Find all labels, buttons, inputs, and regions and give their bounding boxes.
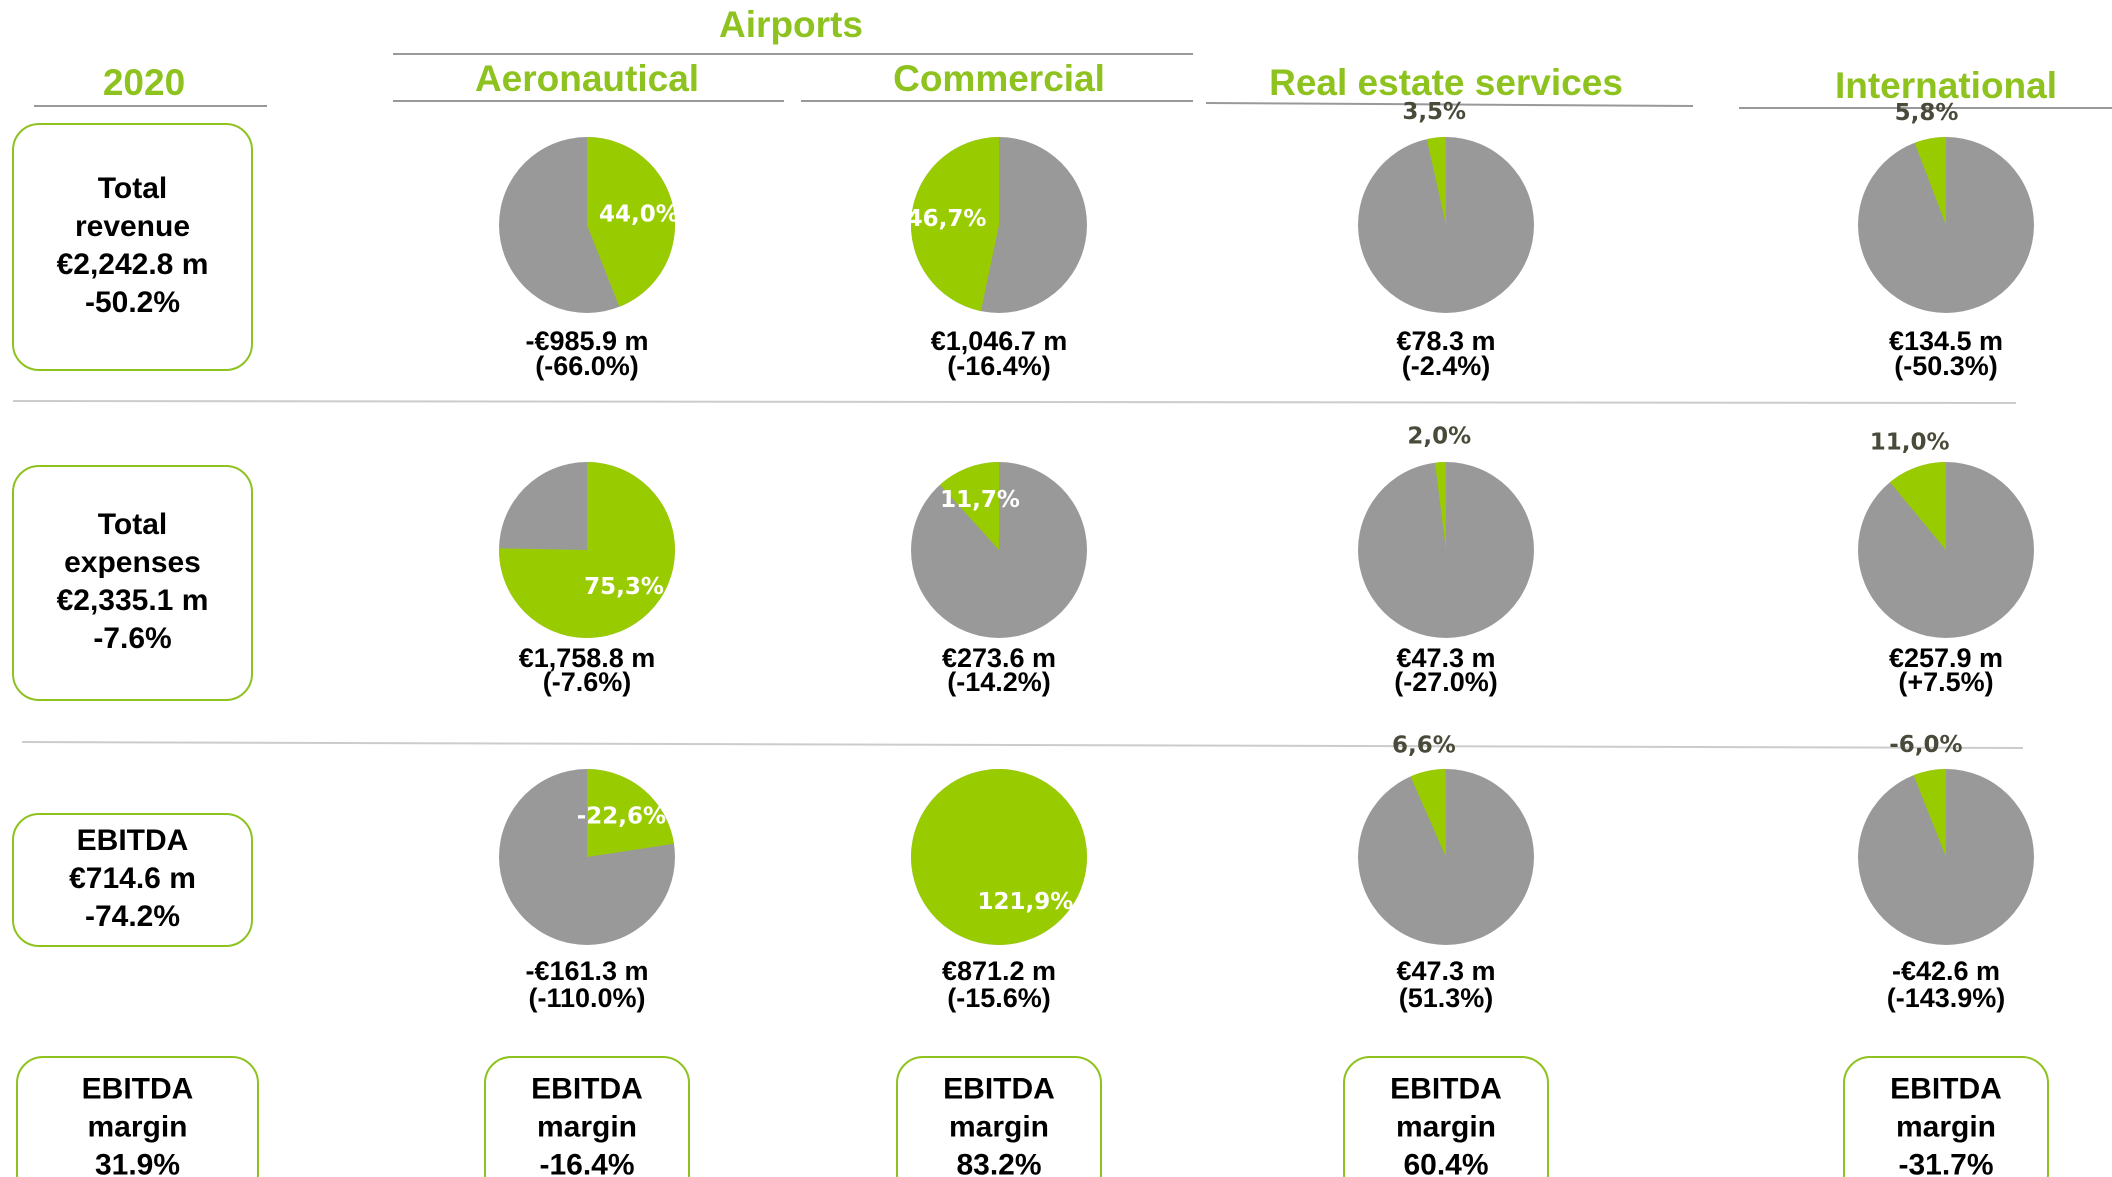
change: (-15.6%) bbox=[947, 983, 1051, 1013]
change: (-16.4%) bbox=[947, 351, 1051, 381]
box-text: margin bbox=[1896, 1110, 1996, 1143]
box-text: margin bbox=[537, 1110, 637, 1143]
box-text: expenses bbox=[64, 546, 201, 579]
pie-label: 2,0% bbox=[1407, 423, 1471, 449]
pie-slice bbox=[1914, 137, 1946, 225]
amount: -€161.3 m bbox=[525, 956, 648, 986]
year: 2020 bbox=[103, 62, 185, 103]
amount: -€42.6 m bbox=[1892, 956, 2000, 986]
column-title: Aeronautical bbox=[475, 58, 699, 99]
column-title: Commercial bbox=[893, 58, 1105, 99]
box-text: 31.9% bbox=[95, 1148, 180, 1177]
box-text: €714.6 m bbox=[69, 862, 196, 895]
box-text: EBITDA bbox=[1390, 1072, 1502, 1105]
box-text: -50.2% bbox=[85, 286, 180, 319]
box-text: Total bbox=[98, 508, 167, 541]
change: (-143.9%) bbox=[1887, 983, 2006, 1013]
change: (-50.3%) bbox=[1894, 351, 1998, 381]
box-text: -31.7% bbox=[1898, 1148, 1993, 1177]
pie-label: 44,0% bbox=[599, 202, 679, 228]
group-title: Airports bbox=[719, 4, 863, 45]
row-box bbox=[12, 123, 253, 371]
amount: -€985.9 m bbox=[525, 326, 648, 356]
pie-slice bbox=[1434, 462, 1446, 550]
pie-slice bbox=[587, 137, 676, 307]
change: (-66.0%) bbox=[535, 351, 639, 381]
box-text: EBITDA bbox=[531, 1072, 643, 1105]
box-text: €2,242.8 m bbox=[57, 248, 209, 281]
margin-box bbox=[484, 1056, 690, 1177]
box-text: 60.4% bbox=[1403, 1148, 1488, 1177]
box-text: 83.2% bbox=[956, 1148, 1041, 1177]
pie-label: 46,7% bbox=[907, 206, 987, 232]
box-text: -74.2% bbox=[85, 900, 180, 933]
change: (-14.2%) bbox=[947, 667, 1051, 697]
box-text: EBITDA bbox=[1890, 1072, 2002, 1105]
box-text: Total bbox=[98, 172, 167, 205]
column-title: International bbox=[1835, 65, 2057, 106]
box-text: -7.6% bbox=[93, 622, 171, 655]
box-text: EBITDA bbox=[77, 824, 189, 857]
row-box bbox=[12, 813, 253, 947]
change: (-7.6%) bbox=[543, 667, 632, 697]
change: (-110.0%) bbox=[528, 983, 645, 1013]
change: (-2.4%) bbox=[1402, 351, 1491, 381]
rules bbox=[12, 53, 2112, 749]
pie-label: 5,8% bbox=[1895, 100, 1959, 126]
pie-slice bbox=[587, 769, 675, 857]
amount: €1,758.8 m bbox=[519, 643, 656, 673]
box-text: margin bbox=[87, 1110, 187, 1143]
pie-label: -6,0% bbox=[1889, 732, 1962, 758]
box-text: -16.4% bbox=[539, 1148, 634, 1177]
box-text: EBITDA bbox=[82, 1072, 194, 1105]
amount: €47.3 m bbox=[1396, 956, 1495, 986]
change: (+7.5%) bbox=[1898, 667, 1993, 697]
amount: €871.2 m bbox=[942, 956, 1056, 986]
amount: €257.9 m bbox=[1889, 643, 2003, 673]
pie-slice bbox=[1410, 769, 1446, 857]
pie-slice bbox=[1913, 769, 1946, 857]
margin-box bbox=[1343, 1056, 1549, 1177]
amount: €78.3 m bbox=[1396, 326, 1495, 356]
box-text: margin bbox=[1396, 1110, 1496, 1143]
margin-box bbox=[16, 1056, 259, 1177]
box-text: EBITDA bbox=[943, 1072, 1055, 1105]
amount: €134.5 m bbox=[1889, 326, 2003, 356]
change: (51.3%) bbox=[1399, 983, 1494, 1013]
pie-slice bbox=[911, 137, 999, 312]
amount: €1,046.7 m bbox=[931, 326, 1068, 356]
pie-label: 11,7% bbox=[940, 487, 1020, 513]
pie-slice bbox=[911, 769, 1087, 945]
change: (-27.0%) bbox=[1394, 667, 1498, 697]
box-text: €2,335.1 m bbox=[57, 584, 209, 617]
pie-slice bbox=[939, 462, 999, 550]
amount: €273.6 m bbox=[942, 643, 1056, 673]
amount: €47.3 m bbox=[1396, 643, 1495, 673]
pie-label: 3,5% bbox=[1402, 99, 1466, 125]
box-text: margin bbox=[949, 1110, 1049, 1143]
pie-label: 6,6% bbox=[1392, 732, 1456, 758]
pie-label: 121,9% bbox=[978, 889, 1074, 915]
pie-slice bbox=[1889, 462, 1946, 550]
column-title: Real estate services bbox=[1269, 62, 1623, 103]
pie-label: 11,0% bbox=[1870, 429, 1950, 455]
row-box bbox=[12, 465, 253, 701]
box-text: revenue bbox=[75, 210, 190, 243]
margin-box bbox=[896, 1056, 1102, 1177]
pie-slice bbox=[1426, 137, 1446, 225]
margin-box bbox=[1843, 1056, 2049, 1177]
pie-label: 75,3% bbox=[584, 574, 664, 600]
pie-label: -22,6% bbox=[577, 803, 666, 829]
pie-slice bbox=[499, 462, 676, 639]
